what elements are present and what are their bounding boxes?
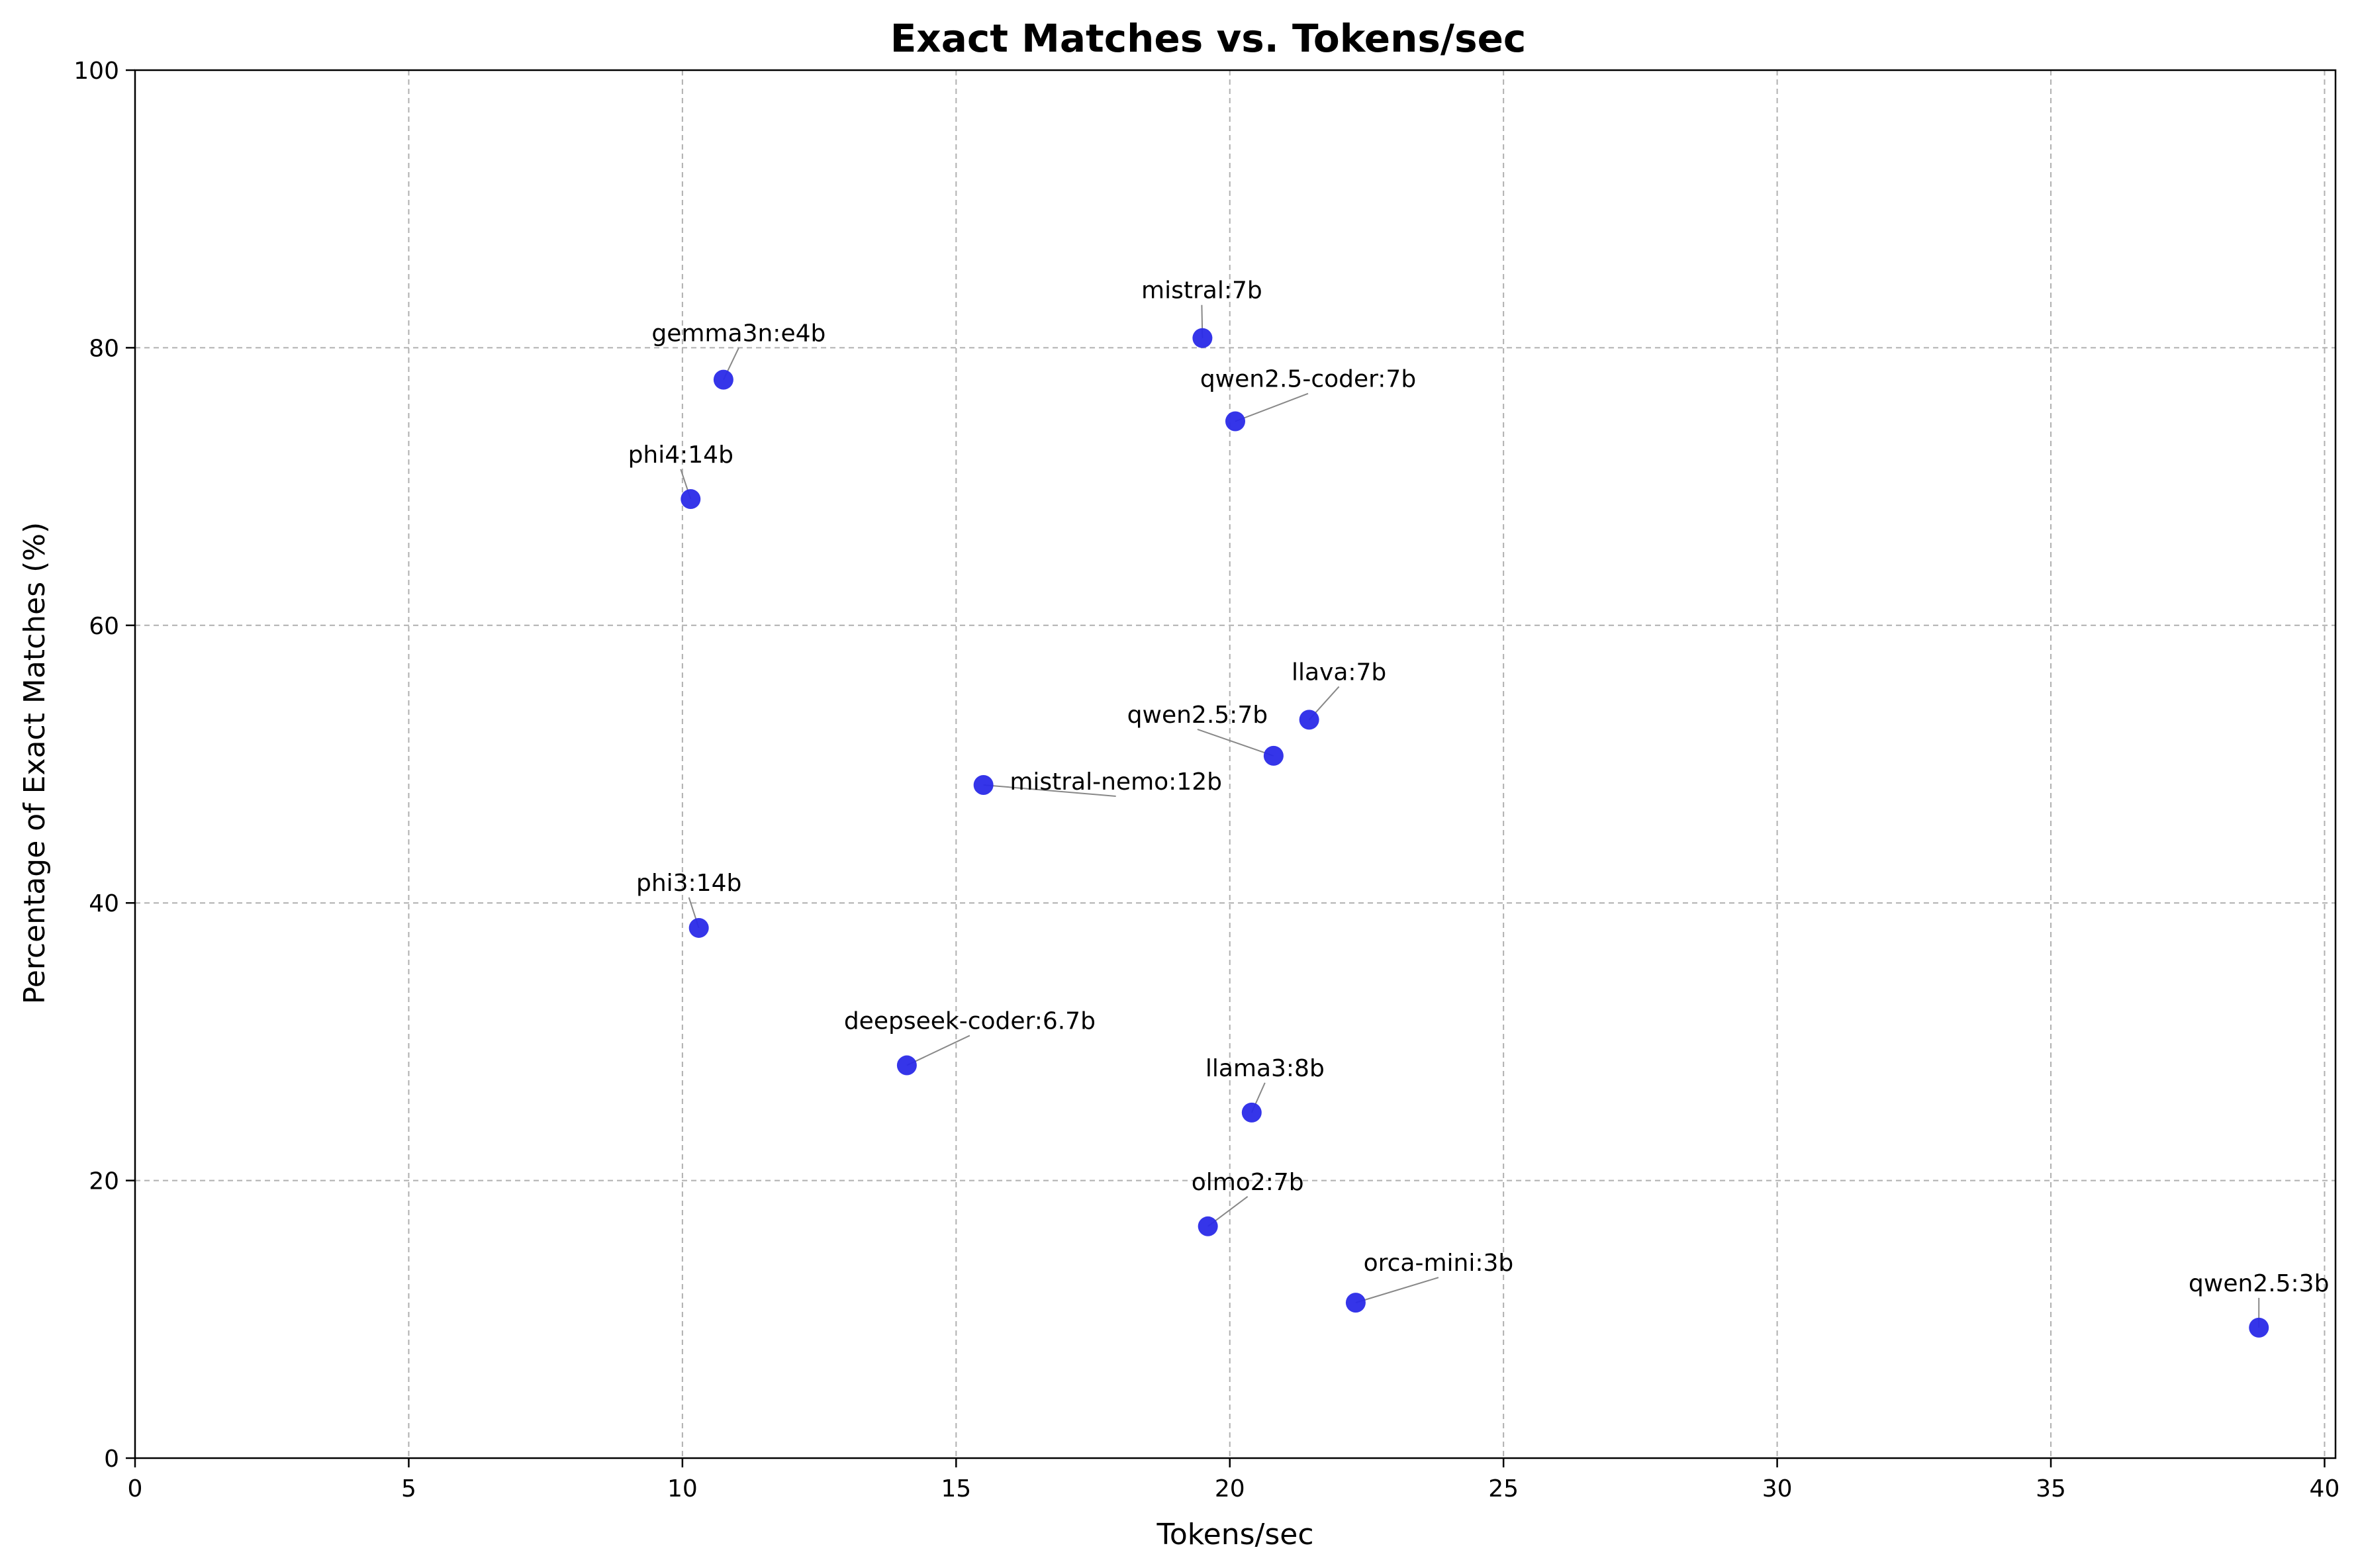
data-point-label: phi4:14b: [628, 441, 733, 469]
label-leader-line: [983, 784, 1116, 797]
data-point-label: gemma3n:e4b: [651, 320, 826, 347]
label-leader-line: [1355, 1277, 1439, 1304]
x-tick-label: 10: [667, 1475, 698, 1502]
data-point: [1192, 328, 1213, 348]
x-tick-label: 35: [2036, 1475, 2066, 1502]
data-point-labels: mistral:7b gemma3n:e4b qwen2.5-coder:7b phi…: [628, 277, 2330, 1297]
data-point: [896, 1055, 917, 1076]
data-point-label: olmo2:7b: [1192, 1169, 1304, 1196]
y-axis-label: Percentage of Exact Matches (%): [18, 522, 52, 1005]
x-tick-label: 5: [401, 1475, 416, 1502]
y-tick-label: 100: [73, 58, 119, 85]
data-point-label: mistral:7b: [1141, 277, 1262, 304]
label-leader-line: [1235, 392, 1309, 422]
x-tick-label: 20: [1215, 1475, 1245, 1502]
data-point: [681, 488, 701, 509]
data-point-label: phi3:14b: [636, 870, 741, 897]
data-points: [681, 328, 2269, 1338]
data-point: [973, 774, 994, 795]
data-point-label: qwen2.5-coder:7b: [1200, 366, 1416, 393]
data-point-label: orca-mini:3b: [1364, 1250, 1514, 1277]
data-point: [1299, 710, 1319, 730]
x-tick-label: 0: [128, 1475, 143, 1502]
x-axis-label: Tokens/sec: [1156, 1518, 1313, 1551]
x-tick-label: 40: [2310, 1475, 2340, 1502]
x-tick-label: 15: [941, 1475, 971, 1502]
data-point: [1241, 1102, 1262, 1123]
x-tick-label: 30: [1762, 1475, 1793, 1502]
data-point: [713, 369, 733, 390]
data-point: [1263, 745, 1284, 766]
data-point-label: qwen2.5:3b: [2189, 1270, 2329, 1297]
data-point: [688, 917, 709, 938]
data-point: [2249, 1317, 2269, 1338]
chart-title: Exact Matches vs. Tokens/sec: [890, 16, 1527, 61]
y-tick-label: 20: [89, 1168, 119, 1195]
x-tick-label: 25: [1488, 1475, 1519, 1502]
y-axis-ticks: 0 20 40 60 80 100: [73, 58, 135, 1473]
plot-area-frame: [134, 69, 2337, 1459]
data-point-label: deepseek-coder:6.7b: [844, 1008, 1096, 1035]
data-point-label: llava:7b: [1292, 659, 1386, 686]
data-point-label: qwen2.5:7b: [1127, 702, 1268, 729]
data-point-label: llama3:8b: [1205, 1055, 1325, 1082]
x-axis-ticks: 0 5 10 15 20 25 30 35 40: [128, 1458, 2340, 1502]
data-point: [1198, 1216, 1218, 1236]
y-tick-label: 60: [89, 613, 119, 640]
label-leader-line: [906, 1035, 970, 1066]
y-tick-label: 40: [89, 890, 119, 917]
y-tick-label: 0: [104, 1446, 119, 1473]
data-point: [1345, 1293, 1366, 1313]
y-tick-label: 80: [89, 335, 119, 362]
label-leader-line: [1197, 728, 1274, 757]
data-point-label: mistral-nemo:12b: [1010, 768, 1222, 796]
data-point: [1225, 411, 1245, 432]
